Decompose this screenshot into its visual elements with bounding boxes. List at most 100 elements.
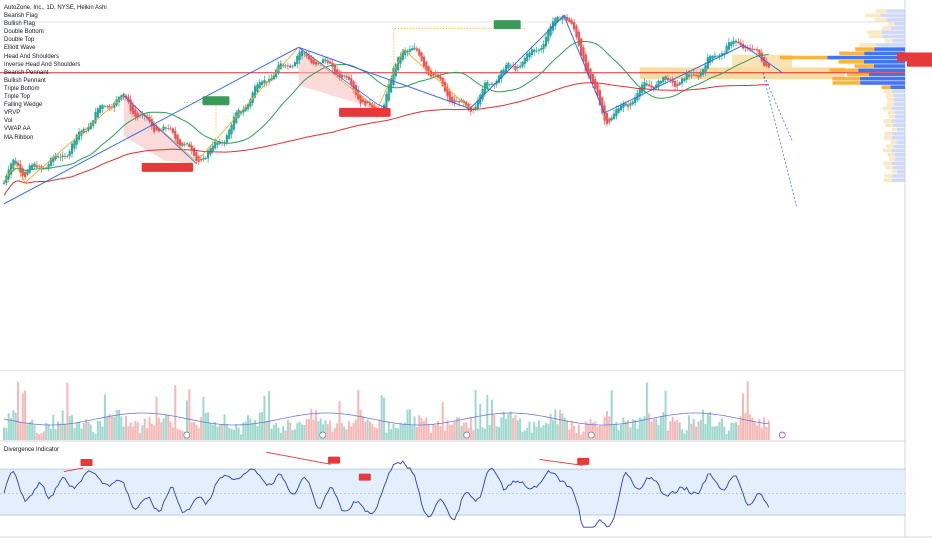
volume-bar xyxy=(493,414,496,440)
candle-body xyxy=(162,126,165,131)
volume-bar xyxy=(249,418,252,440)
candle-body xyxy=(758,49,761,56)
volume-bar xyxy=(7,413,10,440)
legend-item[interactable]: Inverse Head And Shoulders xyxy=(4,61,81,68)
legend-item[interactable]: Bullish Flag xyxy=(4,21,36,28)
volume-bar xyxy=(244,421,247,440)
legend-item[interactable]: Bearish Flag xyxy=(4,13,38,20)
legend-item[interactable]: VRVP xyxy=(4,110,21,117)
volume-bar xyxy=(310,409,313,440)
volume-bar xyxy=(749,414,752,440)
volume-bar xyxy=(343,426,346,440)
volume-bar xyxy=(14,412,17,440)
vp-bar-blue xyxy=(897,169,905,174)
volume-bar xyxy=(221,424,224,440)
vp-bar-orange xyxy=(882,26,892,30)
legend-item[interactable]: Triple Top xyxy=(4,94,31,101)
volume-bar xyxy=(176,428,179,440)
legend-item[interactable]: Elliott Wave xyxy=(4,45,36,52)
candle-body xyxy=(401,50,404,60)
candle-body xyxy=(155,127,158,131)
candle-body xyxy=(89,122,92,130)
candle-body xyxy=(760,52,763,62)
volume-bar xyxy=(727,430,730,440)
candle-body xyxy=(556,17,559,22)
legend-item[interactable]: Head And Shoulders xyxy=(4,53,60,60)
candle-body xyxy=(748,47,752,50)
candle-body xyxy=(361,99,365,103)
volume-bar xyxy=(706,412,709,440)
volume-bar xyxy=(390,429,393,440)
vp-bar-blue xyxy=(892,131,905,136)
volume-bar xyxy=(744,412,747,440)
legend-item[interactable]: Double Bottom xyxy=(4,29,44,36)
vp-bar-orange xyxy=(883,178,892,183)
candle-body xyxy=(244,107,247,112)
candle-body xyxy=(359,94,362,104)
candle-body xyxy=(659,81,663,84)
candle-body xyxy=(608,118,611,123)
volume-bar xyxy=(214,422,217,440)
volume-bar xyxy=(155,396,158,440)
volume-bar xyxy=(42,431,45,440)
vp-bar-blue xyxy=(893,102,905,106)
earnings-marker xyxy=(587,431,595,439)
volume-bar xyxy=(209,422,212,440)
candle-body xyxy=(99,105,102,113)
candle-body xyxy=(310,57,313,63)
candle-body xyxy=(587,62,590,75)
volume-bar xyxy=(329,420,332,440)
candle-body xyxy=(195,151,198,161)
legend-item[interactable]: Bearish Pennant xyxy=(4,69,49,76)
volume-bar xyxy=(73,428,76,440)
volume-bar xyxy=(120,416,123,440)
legend-item[interactable]: Bullish Pennant xyxy=(4,77,46,84)
candle-body xyxy=(650,85,653,88)
volume-bar xyxy=(624,421,627,440)
volume-bar xyxy=(24,390,27,440)
candle-body xyxy=(596,83,599,97)
candle-body xyxy=(279,63,282,70)
legend-item[interactable]: VWAP AA xyxy=(4,126,31,133)
volume-bar xyxy=(193,422,196,440)
volume-bar xyxy=(725,434,728,440)
candle-body xyxy=(514,65,517,71)
candle-body xyxy=(725,45,728,54)
candle-body xyxy=(106,105,109,107)
candle-body xyxy=(70,143,74,154)
volume-bar xyxy=(488,425,491,440)
candle-body xyxy=(183,144,186,145)
volume-bar xyxy=(495,426,498,440)
volume-bar xyxy=(657,424,660,440)
volume-bar xyxy=(387,421,390,440)
volume-bar xyxy=(563,417,566,440)
volume-bar xyxy=(758,419,761,440)
volume-bar xyxy=(354,419,357,440)
volume-bar xyxy=(28,421,31,440)
candle-body xyxy=(626,104,630,107)
legend-item[interactable]: MA Ribbon xyxy=(4,134,34,141)
volume-bar xyxy=(45,422,48,440)
vp-bar-orange xyxy=(832,81,861,85)
candle-body xyxy=(169,128,172,130)
volume-bar xyxy=(265,420,268,440)
candle-body xyxy=(479,94,482,105)
volume-bar xyxy=(12,410,15,440)
vp-bar-orange xyxy=(883,148,892,153)
volume-bar xyxy=(437,421,440,440)
candle-body xyxy=(87,127,90,131)
volume-bar xyxy=(3,427,5,440)
legend-item[interactable]: Falling Wedge xyxy=(4,102,43,109)
volume-bar xyxy=(242,422,245,440)
legend-item[interactable]: Vol xyxy=(4,118,13,125)
candle-body xyxy=(504,64,508,73)
legend-item[interactable]: Double Top xyxy=(4,37,35,44)
candle-body xyxy=(312,59,315,65)
divergence-line xyxy=(3,460,770,528)
volume-bar xyxy=(150,423,153,440)
legend-item[interactable]: Triple Bottom xyxy=(4,85,40,92)
volume-bar xyxy=(312,419,315,440)
candle-body xyxy=(591,74,594,85)
